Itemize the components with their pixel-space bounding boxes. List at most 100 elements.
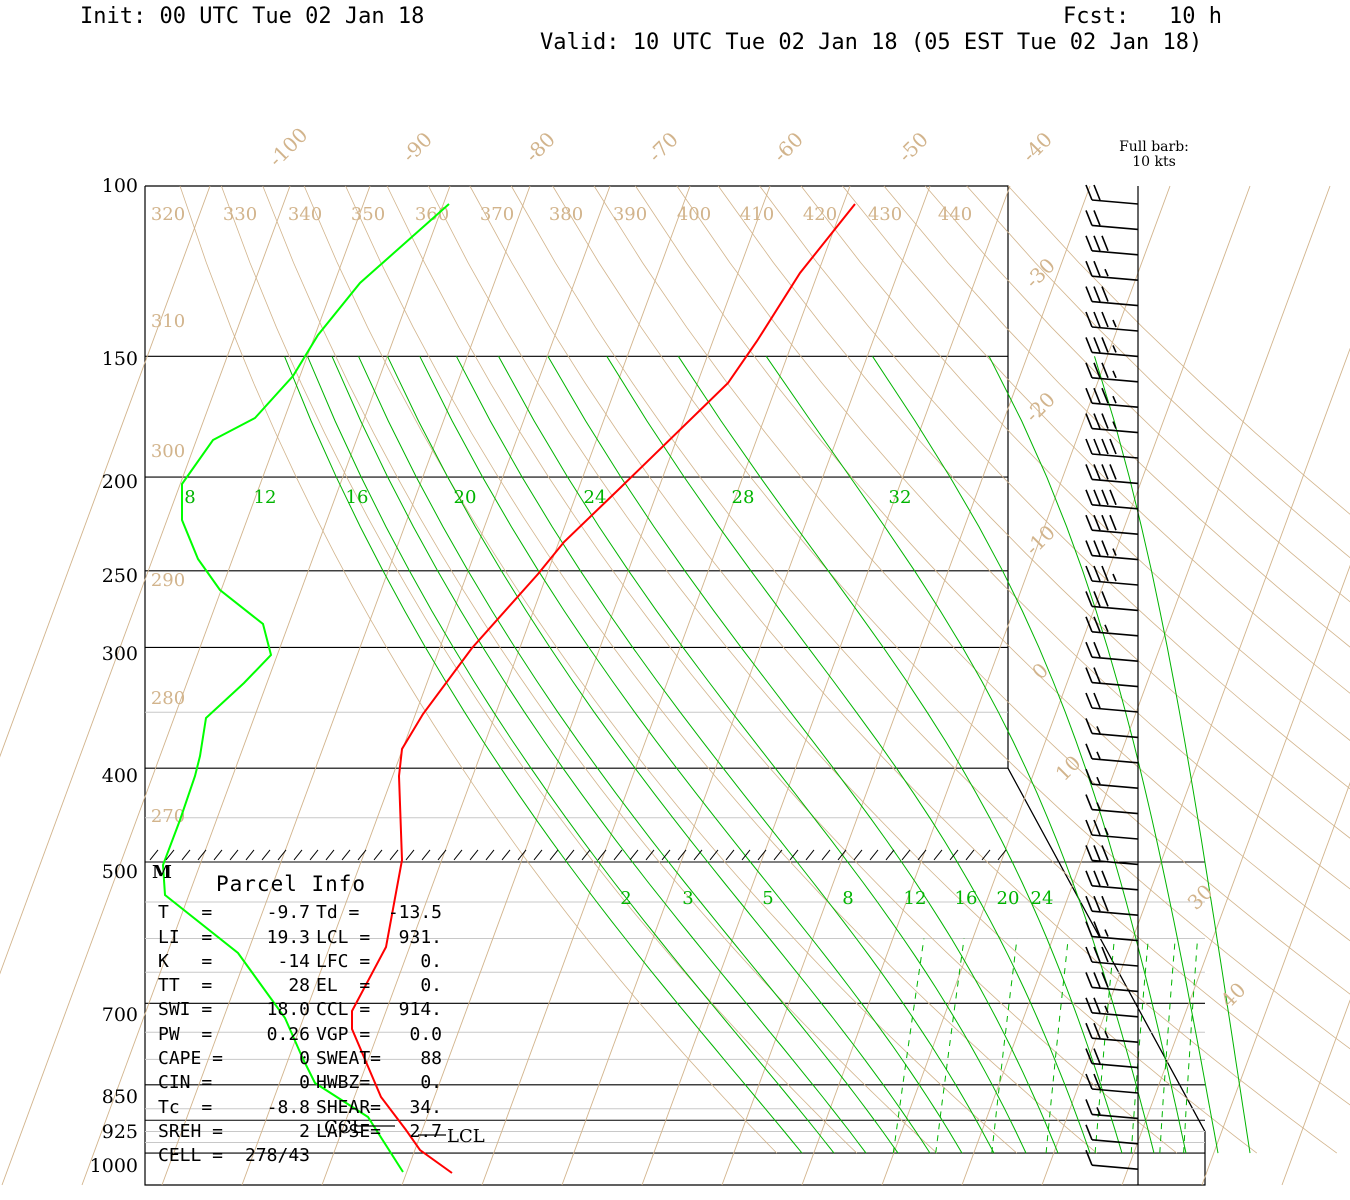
barb-flag [1093, 235, 1101, 252]
barb-flag [1085, 184, 1093, 201]
isotherm-line [1041, 347, 1350, 1186]
barb-half-flag [1096, 751, 1101, 760]
theta-label: 370 [480, 204, 514, 225]
wind-barb [1085, 387, 1139, 408]
hatch-mark [965, 849, 975, 861]
barb-half-flag [1112, 395, 1117, 404]
dry-adiabat [1007, 185, 1350, 515]
wind-barb [1085, 514, 1139, 535]
barb-flag [1085, 311, 1093, 328]
moist-adiabat [872, 356, 1187, 1154]
isotherm-label: 40 [1216, 978, 1251, 1013]
dry-adiabat [800, 185, 1350, 741]
hatch-mark [149, 849, 159, 861]
isotherm-line [801, 185, 1171, 1186]
hatch-mark [437, 849, 447, 861]
hatch-mark [229, 849, 239, 861]
parcel-info-row: SWI = 18.0 CCL = 914. [158, 998, 450, 1022]
dry-adiabat [842, 185, 1350, 694]
valid-time: Valid: 10 UTC Tue 02 Jan 18 (05 EST Tue … [540, 30, 1203, 55]
parcel-label: K = [158, 950, 213, 972]
barb-flag [1093, 1022, 1101, 1039]
parcel-value [372, 1144, 442, 1168]
barb-flag [1093, 311, 1101, 328]
barb-shaft [1091, 529, 1139, 535]
parcel-value: 18.0 [266, 999, 310, 1021]
moist-adiabat [307, 356, 835, 1154]
hatch-mark [581, 849, 591, 861]
barb-flag [1085, 718, 1093, 734]
barb-flag [1093, 387, 1101, 404]
moist-adiabat [419, 356, 963, 1154]
barb-shaft [1091, 300, 1139, 307]
wind-barb [1085, 1073, 1139, 1094]
hatch-mark [821, 849, 831, 861]
wind-barb [1085, 184, 1139, 205]
mixing-ratio-label: 8 [184, 487, 195, 508]
mixing-ratio-line [1183, 938, 1199, 1154]
barb-flag [1085, 997, 1093, 1014]
barb-half-flag [1112, 421, 1117, 429]
barb-flag [1093, 337, 1101, 353]
isotherm-label: 10 [1051, 751, 1086, 786]
parcel-info-row: TT = 28 EL = 0. [158, 974, 450, 998]
pressure-label: 400 [102, 765, 138, 787]
barb-flag [1085, 819, 1093, 836]
parcel-label: SHEAR= [316, 1096, 382, 1118]
barb-flag [1093, 819, 1101, 836]
wind-barb [1085, 921, 1139, 942]
barb-half-flag [1104, 929, 1109, 937]
pressure-label: 925 [102, 1121, 138, 1143]
moist-adiabat [547, 356, 1059, 1154]
hatch-mark [197, 849, 207, 861]
parcel-info-row: CELL = 278/43 [158, 1144, 450, 1168]
parcel-value: 0. [420, 1072, 442, 1094]
barb-flag [1085, 616, 1093, 633]
forecast-hour: Fcst: 10 h [1063, 4, 1222, 29]
wind-barb [1085, 286, 1139, 307]
wind-barb [1085, 1048, 1139, 1069]
barb-flag [1101, 895, 1109, 912]
isotherm-label: -40 [1017, 127, 1057, 167]
barb-flag [1085, 895, 1093, 912]
parcel-label: LI = [158, 926, 213, 948]
barb-flag [1085, 641, 1093, 658]
barb-flag [1093, 921, 1101, 937]
barb-flag [1093, 692, 1101, 709]
barb-flag [1085, 921, 1093, 937]
barb-flag [1093, 210, 1101, 226]
barb-half-flag [1096, 726, 1101, 734]
hatch-mark [949, 849, 959, 861]
parcel-label: LAPSE= [316, 1120, 382, 1142]
barb-flag [1093, 540, 1101, 556]
mixing-ratio-label: 24 [584, 487, 607, 508]
wind-barb [1085, 337, 1139, 358]
hatch-mark [629, 849, 639, 861]
barb-flag [1093, 616, 1101, 633]
hatch-mark [645, 849, 655, 861]
barb-legend: Full barb: 10 kts [1100, 140, 1208, 170]
dry-adiabat [635, 185, 1350, 942]
wind-barb [1085, 794, 1139, 815]
dewpoint-trace [161, 203, 450, 1173]
dry-adiabat [717, 185, 1350, 839]
dry-adiabat [469, 185, 1338, 1154]
parcel-info-panel: Parcel Info T = -9.7 Td = -13.5 LI = 19.3 LCL … [150, 872, 450, 1182]
wind-barb [1085, 260, 1139, 281]
barb-shaft [1091, 580, 1139, 586]
barb-flag [1093, 946, 1101, 963]
parcel-value: -14 [277, 950, 310, 972]
barb-half-flag [1112, 345, 1117, 353]
level-markers: M CCL LCL [149, 849, 1007, 1147]
mixing-ratio-line [991, 938, 1018, 1154]
parcel-value: 19.3 [266, 926, 310, 948]
pressure-label: 850 [102, 1086, 138, 1108]
barb-legend-line1: Full barb: [1119, 139, 1189, 155]
barb-flag [1085, 464, 1093, 480]
parcel-value: 931. [398, 926, 442, 948]
barb-flag [1101, 972, 1109, 988]
isotherm-line [1281, 999, 1350, 1186]
mixing-ratio-label: 16 [955, 888, 978, 909]
mixing-ratio-label: 28 [732, 487, 755, 508]
barb-shaft [1091, 783, 1139, 789]
